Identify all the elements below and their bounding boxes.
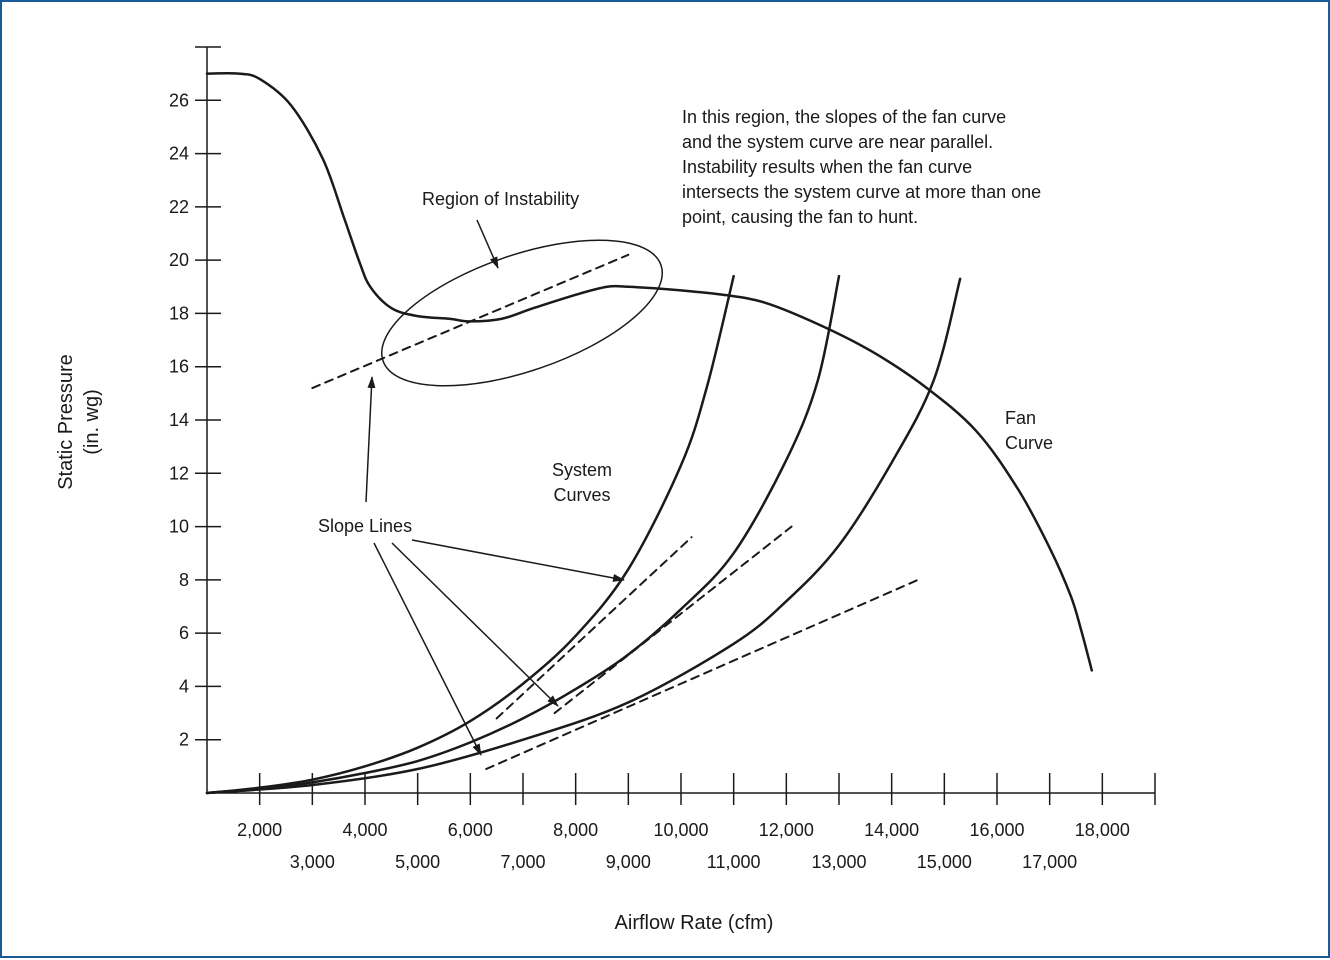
x-axis-title: Airflow Rate (cfm): [615, 912, 774, 934]
slope-lines-label: Slope Lines: [318, 516, 412, 536]
x-tick-label: 8,000: [553, 820, 598, 840]
fan-curve-label-line-2: Curve: [1005, 433, 1053, 453]
note-line-5: point, causing the fan to hunt.: [682, 207, 918, 227]
note-line-1: In this region, the slopes of the fan cu…: [682, 107, 1006, 127]
note-line-3: Instability results when the fan curve: [682, 157, 972, 177]
y-tick-label: 2: [179, 730, 189, 750]
y-tick-label: 26: [169, 90, 189, 110]
y-tick-label: 12: [169, 463, 189, 483]
fan-curve-label-line-1: Fan: [1005, 408, 1036, 428]
slope-arrow-right: [411, 539, 625, 582]
x-tick-label: 3,000: [290, 852, 335, 872]
region-arrow: [476, 219, 499, 269]
x-tick-label: 5,000: [395, 852, 440, 872]
series-line-slope-line-a: [311, 253, 630, 390]
y-tick-label: 24: [169, 144, 189, 164]
series-layer: [205, 72, 1094, 795]
series-line-system-curve-2: [205, 274, 841, 795]
x-tick-label: 17,000: [1022, 852, 1077, 872]
slope-arrow-lower: [373, 542, 482, 756]
y-tick-label: 18: [169, 303, 189, 323]
system-curves-label-line-1: System: [552, 460, 612, 480]
series-line-slope-line-d: [485, 578, 919, 771]
y-tick-label: 14: [169, 410, 189, 430]
x-tick-label: 2,000: [237, 820, 282, 840]
y-tick-label: 22: [169, 197, 189, 217]
system-curves-label-line-2: Curves: [553, 485, 610, 505]
y-tick-label: 6: [179, 623, 189, 643]
slope-arrow-middle: [391, 542, 559, 707]
x-tick-label: 10,000: [653, 820, 708, 840]
y-axis-title: Static Pressure (in. wg): [55, 354, 103, 490]
x-tick-label: 4,000: [342, 820, 387, 840]
x-tick-label: 12,000: [759, 820, 814, 840]
y-tick-label: 4: [179, 676, 189, 696]
y-tick-label: 8: [179, 570, 189, 590]
note-line-4: intersects the system curve at more than…: [682, 182, 1041, 202]
instability-region-ellipse: [380, 239, 664, 387]
x-tick-label: 6,000: [448, 820, 493, 840]
series-line-system-curve-1: [205, 274, 735, 795]
region-of-instability-label: Region of Instability: [422, 189, 579, 209]
x-tick-label: 14,000: [864, 820, 919, 840]
x-tick-label: 13,000: [811, 852, 866, 872]
series-line-slope-line-c: [553, 525, 793, 715]
x-tick-label: 11,000: [707, 852, 761, 872]
x-tick-label: 9,000: [606, 852, 651, 872]
y-axis-title-line-1: Static Pressure: [55, 354, 77, 490]
y-tick-label: 10: [169, 517, 189, 537]
y-tick-label: 20: [169, 250, 189, 270]
series-line-fan-curve: [205, 72, 1094, 672]
y-axis-title-line-2: (in. wg): [81, 389, 103, 455]
series-line-system-curve-3: [205, 277, 962, 795]
x-tick-label: 7,000: [500, 852, 545, 872]
x-tick-label: 15,000: [917, 852, 972, 872]
x-tick-label: 18,000: [1075, 820, 1130, 840]
slope-arrow-upper: [365, 376, 376, 503]
series-line-slope-line-b: [495, 536, 693, 720]
note-line-2: and the system curve are near parallel.: [682, 132, 993, 152]
x-tick-label: 16,000: [969, 820, 1024, 840]
explanatory-note: In this region, the slopes of the fan cu…: [682, 107, 1041, 227]
y-tick-label: 16: [169, 357, 189, 377]
